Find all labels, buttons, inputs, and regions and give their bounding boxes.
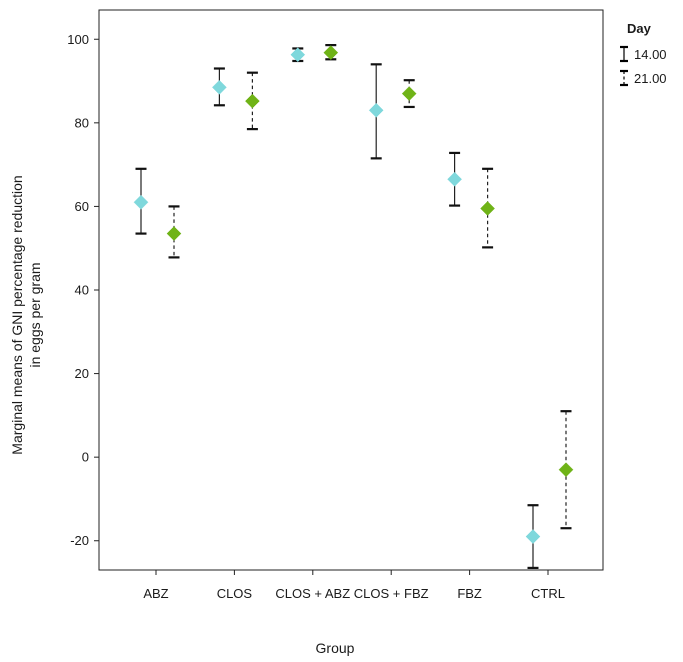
series-day-14-00 <box>133 47 541 570</box>
x-axis-title: Group <box>316 640 355 656</box>
y-tick-label-20: 20 <box>75 366 89 381</box>
x-tick-label-fbz: FBZ <box>457 586 482 601</box>
legend: Day 14.00 21.00 <box>620 21 667 87</box>
plot-area <box>98 9 604 571</box>
point-day-14-00-clos-abz <box>290 47 306 63</box>
x-tick-label-clos-fbz: CLOS + FBZ <box>354 586 429 601</box>
legend-label-day-14: 14.00 <box>634 47 667 62</box>
legend-label-day-21: 21.00 <box>634 71 667 86</box>
point-day-21-00-clos-abz <box>323 45 339 60</box>
point-day-14-00-clos <box>212 79 227 95</box>
y-tick-label-60: 60 <box>75 199 89 214</box>
y-tick-label-0: 0 <box>82 450 89 465</box>
point-day-21-00-abz <box>166 226 182 241</box>
series-day-21-00 <box>166 44 574 530</box>
legend-icon-solid-errorbar <box>620 45 628 63</box>
point-day-21-00-clos <box>245 93 260 109</box>
y-tick-label-20: -20 <box>70 533 89 548</box>
y-tick-label-100: 100 <box>67 32 89 47</box>
x-tick-label-clos-abz: CLOS + ABZ <box>275 586 350 601</box>
data-marks <box>133 44 574 570</box>
legend-title: Day <box>627 21 652 36</box>
point-day-21-00-fbz <box>480 201 495 216</box>
x-tick-label-ctrl: CTRL <box>531 586 565 601</box>
point-day-14-00-fbz <box>447 171 462 187</box>
y-axis-title-line-1: Marginal means of GNI percentage reducti… <box>9 175 25 454</box>
point-day-21-00-clos-fbz <box>401 86 417 101</box>
point-day-14-00-ctrl <box>525 529 541 544</box>
x-tick-label-clos: CLOS <box>217 586 253 601</box>
x-tick-label-abz: ABZ <box>143 586 168 601</box>
legend-icon-dashed-errorbar <box>620 69 628 87</box>
y-axis-title: Marginal means of GNI percentage reducti… <box>9 175 43 454</box>
point-day-21-00-ctrl <box>558 462 574 478</box>
plot-frame <box>98 9 604 571</box>
point-day-14-00-clos-fbz <box>368 102 384 118</box>
y-tick-label-80: 80 <box>75 115 89 130</box>
point-day-14-00-abz <box>133 194 149 210</box>
y-axis: -20 0 20 40 60 80 100 <box>67 32 99 548</box>
x-axis: ABZ CLOS CLOS + ABZ CLOS + FBZ FBZ CTRL <box>143 570 565 601</box>
y-tick-label-40: 40 <box>75 283 89 298</box>
y-axis-title-line-2: in eggs per gram <box>27 262 43 367</box>
